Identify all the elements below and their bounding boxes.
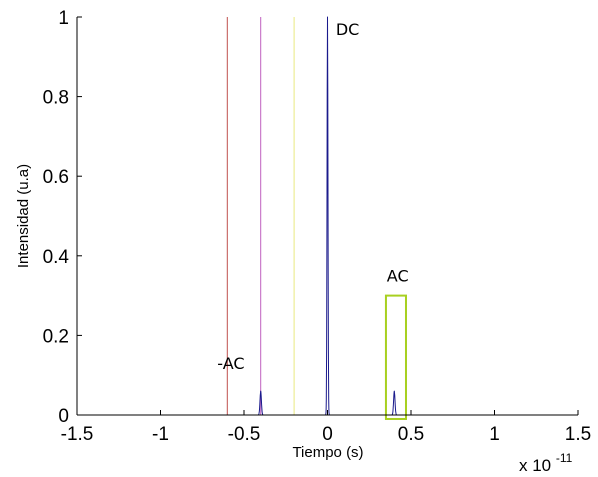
x-tick-label-1: -1 <box>152 424 169 445</box>
x-axis-label: Tiempo (s) <box>292 444 363 461</box>
y-tick-label-3: 0.6 <box>43 167 69 188</box>
annotation-ac-1: -AC <box>217 354 244 373</box>
ac-highlight-box <box>384 294 407 420</box>
x-tick-label-2: -0.5 <box>228 424 261 445</box>
peak-point-1 <box>327 16 328 18</box>
y-tick-label-4: 0.8 <box>43 88 69 109</box>
x-tick-label-6: 1.5 <box>565 424 591 445</box>
x-tick-label-5: 1 <box>489 424 500 445</box>
x-axis-exponent-base: x 10 <box>519 456 551 475</box>
y-tick-label-1: 0.2 <box>43 326 69 347</box>
x-axis-exponent-power: -11 <box>556 451 573 465</box>
labels: Intensidad (u.a) Tiempo (s) x 10 -11 -1.… <box>15 8 591 475</box>
y-tick-label-2: 0.4 <box>43 247 70 268</box>
annotation-dc-0: DC <box>336 20 360 39</box>
peak-point-2 <box>393 390 395 392</box>
x-tick-label-3: 0 <box>322 424 333 445</box>
y-tick-label-5: 1 <box>58 8 69 29</box>
y-axis-label: Intensidad (u.a) <box>15 164 32 268</box>
peak-point-0 <box>260 390 262 392</box>
x-axis-exponent: x 10 -11 <box>519 451 573 475</box>
axes <box>76 16 579 416</box>
plot-area <box>123 16 532 420</box>
annotation-ac-2: AC <box>387 267 409 286</box>
signal-series-line-0 <box>123 16 532 416</box>
x-tick-label-4: 0.5 <box>398 424 424 445</box>
y-tick-label-0: 0 <box>58 406 69 427</box>
x-tick-label-0: -1.5 <box>61 424 94 445</box>
